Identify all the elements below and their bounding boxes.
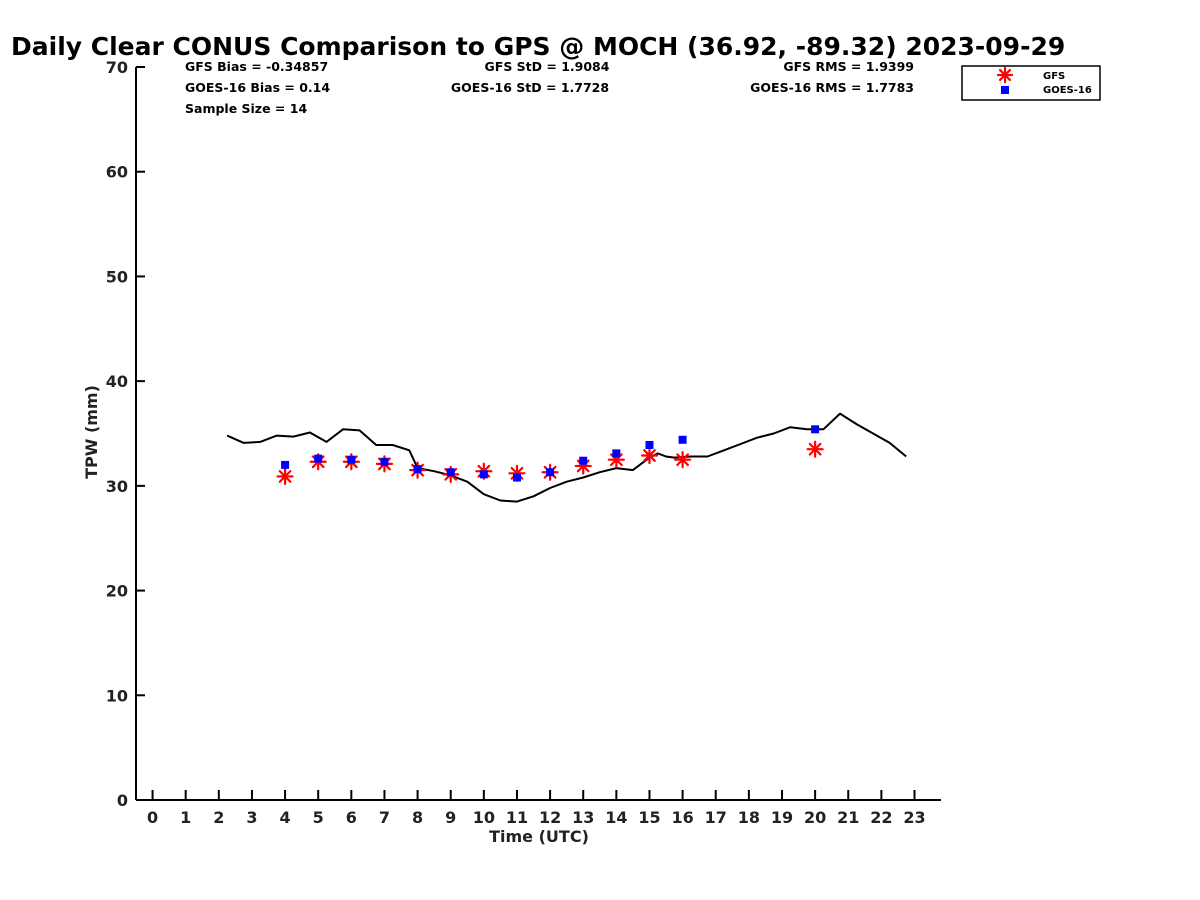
goes-16-point (479, 470, 488, 479)
x-tick-label: 17 (705, 808, 727, 827)
legend-gfs-label: GFS (1043, 71, 1065, 82)
x-tick-label: 13 (572, 808, 594, 827)
x-tick-label: 23 (903, 808, 925, 827)
sample-size-stat: Sample Size = 14 (185, 101, 307, 116)
x-tick-label: 0 (147, 808, 158, 827)
legend-box (961, 65, 1101, 101)
x-tick-label: 7 (379, 808, 390, 827)
x-tick-label: 20 (804, 808, 826, 827)
legend-goes-label: GOES-16 (1043, 85, 1092, 96)
x-tick-label: 15 (638, 808, 660, 827)
x-tick-label: 3 (246, 808, 257, 827)
goes-16-point (281, 460, 290, 469)
series-line-gps (226, 412, 907, 503)
x-tick-label: 10 (473, 808, 495, 827)
gfs-rms-stat: GFS RMS = 1.9399 (783, 59, 914, 74)
legend-gfs-star (996, 66, 1014, 84)
x-tick-label: 9 (445, 808, 456, 827)
gfs-point (806, 440, 824, 458)
goes-16-point (678, 435, 687, 444)
gfs-std-stat: GFS StD = 1.9084 (485, 59, 610, 74)
gfs-bias-stat: GFS Bias = -0.34857 (185, 59, 328, 74)
goes-16-point (579, 456, 588, 465)
chart-title: Daily Clear CONUS Comparison to GPS @ MO… (11, 32, 1065, 61)
goes-16-point (314, 454, 323, 463)
x-tick-label: 16 (671, 808, 693, 827)
x-tick-label: 18 (738, 808, 760, 827)
x-tick-label: 19 (771, 808, 793, 827)
gfs-point (276, 467, 294, 486)
series-layer (226, 412, 907, 503)
goes-16-point (380, 457, 389, 466)
y-axis-label: TPW (mm) (82, 385, 101, 479)
y-tick-label: 70 (106, 58, 128, 77)
goes-16-point (811, 425, 820, 434)
x-axis-label: Time (UTC) (489, 827, 589, 846)
goes-rms-stat: GOES-16 RMS = 1.7783 (750, 80, 914, 95)
goes-16-point (645, 441, 654, 450)
goes-16-point (413, 465, 422, 474)
goes-16-point (446, 468, 455, 477)
y-tick-label: 60 (106, 163, 128, 182)
x-tick-label: 5 (313, 808, 324, 827)
x-tick-label: 1 (180, 808, 191, 827)
x-tick-label: 4 (280, 808, 291, 827)
x-tick-label: 8 (412, 808, 423, 827)
x-tick-label: 14 (605, 808, 627, 827)
goes-16-point (546, 468, 555, 477)
y-tick-label: 50 (106, 267, 128, 286)
y-tick-label: 0 (117, 791, 128, 810)
goes-std-stat: GOES-16 StD = 1.7728 (451, 80, 609, 95)
legend: GFS GOES-16 (961, 65, 1101, 101)
x-tick-label: 22 (870, 808, 892, 827)
y-tick-label: 40 (106, 372, 128, 391)
legend-gfs-marker (996, 66, 1014, 84)
x-tick-label: 6 (346, 808, 357, 827)
gfs-point (674, 451, 692, 469)
goes-16-point (612, 449, 621, 458)
legend-goes-marker (1001, 86, 1009, 94)
goes-16-point (512, 473, 521, 482)
gfs-point (640, 446, 659, 465)
goes-bias-stat: GOES-16 Bias = 0.14 (185, 80, 330, 95)
x-tick-label: 21 (837, 808, 859, 827)
goes-16-point (347, 455, 356, 464)
x-tick-label: 2 (213, 808, 224, 827)
y-tick-label: 20 (106, 582, 128, 601)
y-tick-label: 10 (106, 686, 128, 705)
y-tick-label: 30 (106, 477, 128, 496)
x-tick-label: 11 (506, 808, 528, 827)
x-tick-label: 12 (539, 808, 561, 827)
